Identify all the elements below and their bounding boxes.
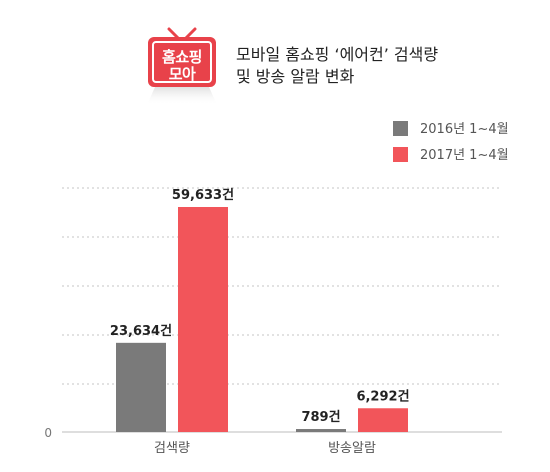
data-label-1-0: 789건 [301,409,340,425]
legend-label-1: 2017년 1~4월 [420,148,509,163]
data-label-0-0: 23,634건 [110,323,172,339]
tv-logo-icon [147,27,217,105]
y-tick-label: 0 [44,426,52,440]
title-line-1: 모바일 홈쇼핑 ‘에어컨’ 검색량 [236,45,439,64]
bar-1-0 [296,429,346,432]
legend-label-0: 2016년 1~4월 [420,122,509,137]
bar-0-1 [178,207,228,432]
category-label-0: 검색량 [154,441,190,456]
data-label-0-1: 59,633건 [172,187,234,203]
legend-swatch-1 [393,147,408,162]
legend-swatch-0 [393,121,408,136]
bar-1-1 [358,408,408,432]
page-title: 모바일 홈쇼핑 ‘에어컨’ 검색량 및 방송 알람 변화 [236,44,438,88]
data-label-1-1: 6,292건 [356,388,409,404]
bar-0-0 [116,342,166,432]
logo-text-line1: 홈쇼핑 [162,48,202,66]
title-line-2: 및 방송 알람 변화 [236,67,355,86]
category-label-1: 방송알람 [328,441,376,456]
app-logo: 홈쇼핑 모아 [147,27,217,107]
logo-text-line2: 모아 [168,65,196,83]
